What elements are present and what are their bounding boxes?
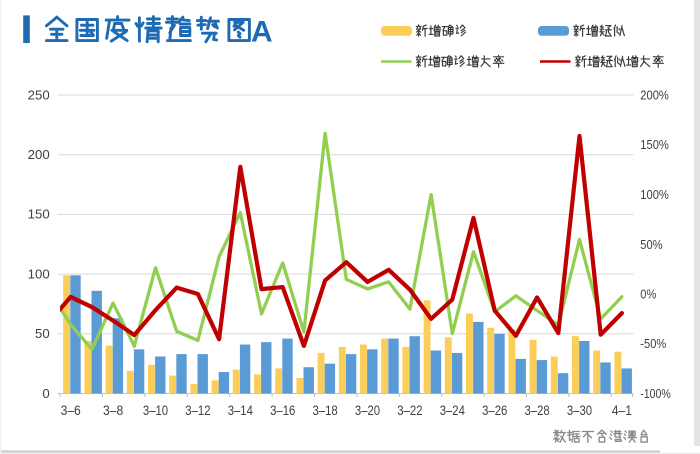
svg-text:0: 0: [42, 386, 49, 401]
svg-text:150: 150: [28, 207, 50, 222]
svg-text:3–6: 3–6: [61, 402, 81, 418]
svg-text:3–18: 3–18: [313, 402, 338, 418]
svg-text:A: A: [251, 16, 273, 49]
svg-text:3–24: 3–24: [440, 402, 465, 418]
svg-text:3–26: 3–26: [482, 402, 507, 418]
svg-text:250: 250: [28, 87, 50, 102]
svg-text:3–8: 3–8: [103, 402, 123, 418]
svg-text:3–12: 3–12: [185, 402, 210, 418]
svg-text:3–20: 3–20: [355, 402, 380, 418]
svg-text:3–10: 3–10: [143, 402, 168, 418]
svg-text:3–14: 3–14: [228, 402, 253, 418]
svg-text:4–1: 4–1: [612, 402, 632, 418]
svg-text:100%: 100%: [640, 187, 669, 202]
svg-text:3–16: 3–16: [270, 402, 295, 418]
svg-text:3–28: 3–28: [525, 402, 550, 418]
svg-text:200: 200: [28, 147, 50, 162]
svg-text:-50%: -50%: [640, 336, 666, 351]
svg-text:100: 100: [28, 266, 50, 281]
svg-text:150%: 150%: [640, 137, 669, 152]
svg-text:-100%: -100%: [640, 386, 671, 401]
svg-text:0%: 0%: [640, 287, 656, 302]
svg-text:200%: 200%: [640, 88, 669, 103]
svg-text:50%: 50%: [640, 237, 662, 252]
svg-text:3–22: 3–22: [397, 402, 422, 418]
svg-text:50: 50: [35, 326, 50, 341]
svg-text:3–30: 3–30: [567, 402, 592, 418]
